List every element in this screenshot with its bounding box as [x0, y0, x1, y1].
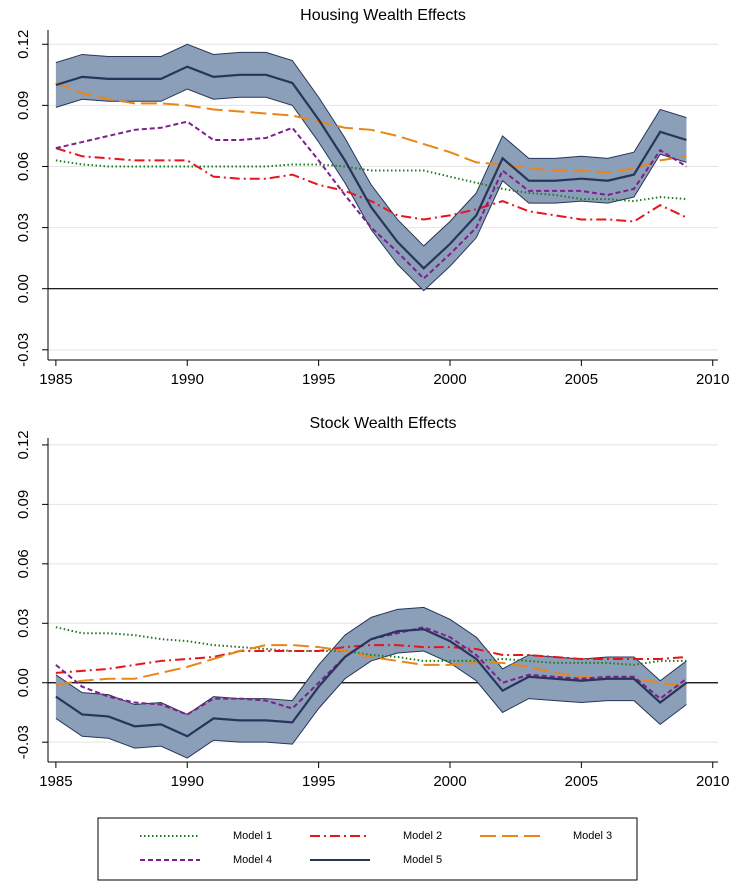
x-tick-label: 1985 — [39, 371, 72, 388]
legend: Model 1 Model 2 Model 3 Model 4 Model 5 — [97, 817, 638, 881]
series-line — [55, 644, 687, 674]
x-tick-label: 2010 — [696, 371, 729, 388]
chart-title: Housing Wealth Effects — [300, 7, 466, 24]
legend-label: Model 3 — [573, 830, 612, 842]
x-tick-label: 1990 — [171, 371, 204, 388]
band-upper — [55, 43, 687, 247]
legend-label: Model 1 — [233, 830, 272, 842]
x-tick-label: 1985 — [39, 773, 72, 790]
x-tick-label: 2000 — [433, 371, 466, 388]
chart-title: Stock Wealth Effects — [309, 415, 456, 432]
band-lower — [55, 88, 687, 292]
y-tick-label: 0.03 — [15, 213, 32, 242]
y-tick-label: 0.06 — [15, 549, 32, 578]
confidence-band — [55, 607, 687, 759]
y-tick-label: 0.12 — [15, 430, 32, 459]
series-line — [55, 159, 687, 203]
x-tick-label: 1995 — [302, 773, 335, 790]
series-line — [55, 626, 687, 666]
legend-box — [97, 817, 638, 881]
series-line — [55, 120, 687, 280]
confidence-band — [55, 44, 687, 291]
series-line — [55, 628, 688, 738]
legend-label: Model 2 — [403, 830, 442, 842]
series-line — [55, 626, 688, 716]
y-tick-label: 0.00 — [15, 274, 32, 303]
y-tick-label: 0.06 — [15, 152, 32, 181]
series-line — [55, 65, 687, 270]
x-tick-label: 1995 — [302, 371, 335, 388]
y-tick-label: 0.09 — [15, 490, 32, 519]
series-line — [55, 644, 687, 688]
y-tick-label: -0.03 — [15, 725, 32, 759]
y-tick-label: 0.12 — [15, 30, 32, 59]
x-tick-label: 2005 — [565, 371, 598, 388]
x-tick-label: 2005 — [565, 773, 598, 790]
y-tick-label: 0.03 — [15, 609, 32, 638]
x-tick-label: 2000 — [433, 773, 466, 790]
y-tick-label: -0.03 — [15, 333, 32, 367]
legend-label: Model 5 — [403, 854, 442, 866]
band-lower — [55, 650, 687, 759]
x-tick-label: 2010 — [696, 773, 729, 790]
x-tick-label: 1990 — [171, 773, 204, 790]
series-line — [55, 82, 687, 174]
y-tick-label: 0.00 — [15, 668, 32, 697]
series-line — [55, 147, 687, 223]
y-tick-label: 0.09 — [15, 91, 32, 120]
legend-label: Model 4 — [233, 854, 272, 866]
